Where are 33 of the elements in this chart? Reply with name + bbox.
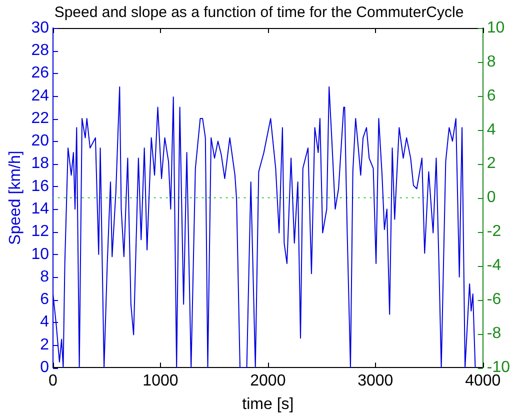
x-axis-title: time [s] — [242, 396, 294, 413]
y-tick-label: 0 — [40, 359, 50, 376]
y-tick-label: 22 — [31, 110, 50, 127]
y2-tick-label: -4 — [486, 257, 502, 274]
y-tick-label: 12 — [31, 223, 50, 240]
y-tick-label: 6 — [40, 291, 50, 308]
y2-tick-label: -6 — [486, 291, 502, 308]
y-tick-label: 20 — [31, 132, 50, 150]
y-tick-label: 8 — [40, 268, 50, 286]
y2-tick-label: -8 — [486, 325, 502, 342]
y2-tick-label: 0 — [486, 189, 496, 206]
y2-tick-label: 4 — [486, 121, 496, 138]
x-tick-label: 2000 — [250, 372, 286, 390]
y-tick-label: 24 — [31, 87, 50, 104]
y-tick-label: 18 — [31, 155, 50, 172]
y2-tick-label: -2 — [486, 223, 502, 240]
chart-title: Speed and slope as a function of time for the CommuterCycle — [54, 4, 464, 22]
y-axis-title: Speed [km/h] — [7, 150, 24, 245]
x-tick-label: 1000 — [142, 372, 178, 390]
y2-tick-label: 2 — [486, 155, 496, 172]
y-tick-label: 4 — [40, 314, 50, 331]
y-tick-label: 26 — [31, 64, 50, 82]
y2-tick-label: 6 — [486, 87, 496, 104]
x-tick-label: 3000 — [358, 372, 394, 390]
x-tick-label: 4000 — [465, 372, 501, 390]
y-tick-label: 10 — [31, 246, 50, 263]
y2-tick-label: 8 — [486, 53, 496, 70]
y-tick-label: 16 — [31, 178, 50, 195]
y-tick-label: 2 — [40, 336, 50, 354]
y2-tick-label: 10 — [486, 19, 505, 36]
y-tick-label: 28 — [31, 42, 50, 60]
y-tick-label: 30 — [31, 19, 50, 36]
y-tick-label: 14 — [31, 200, 50, 218]
